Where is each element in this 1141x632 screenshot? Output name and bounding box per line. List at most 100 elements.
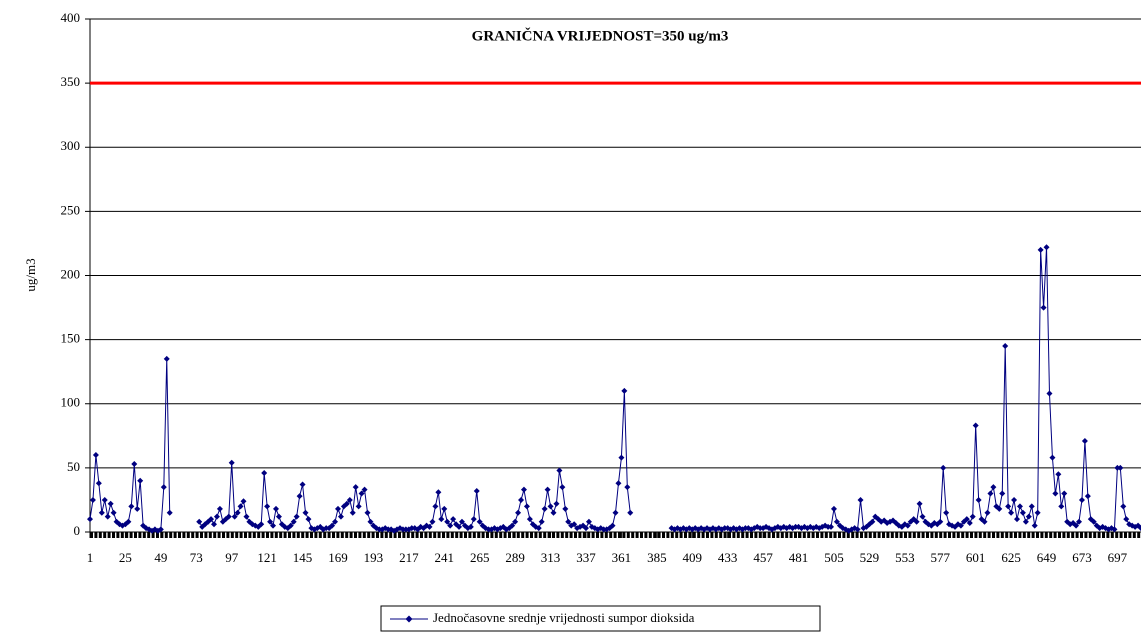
point-marker bbox=[264, 503, 271, 510]
point-marker bbox=[1123, 516, 1130, 523]
point-marker bbox=[473, 487, 480, 494]
point-marker bbox=[240, 498, 247, 505]
point-marker bbox=[984, 509, 991, 516]
point-marker bbox=[228, 459, 235, 466]
point-marker bbox=[361, 486, 368, 493]
x-tick-label: 385 bbox=[647, 550, 667, 565]
point-marker bbox=[275, 513, 282, 520]
point-marker bbox=[137, 477, 144, 484]
point-marker bbox=[213, 513, 220, 520]
point-marker bbox=[963, 516, 970, 523]
point-marker bbox=[1081, 437, 1088, 444]
point-marker bbox=[157, 526, 164, 533]
point-marker bbox=[1138, 525, 1141, 532]
point-marker bbox=[1005, 503, 1012, 510]
x-tick-label: 25 bbox=[119, 550, 132, 565]
point-marker bbox=[432, 503, 439, 510]
point-marker bbox=[987, 490, 994, 497]
point-marker bbox=[98, 509, 105, 516]
point-marker bbox=[467, 523, 474, 530]
point-marker bbox=[441, 505, 448, 512]
point-marker bbox=[1055, 471, 1062, 478]
point-marker bbox=[1040, 304, 1047, 311]
point-marker bbox=[166, 509, 173, 516]
point-marker bbox=[523, 503, 530, 510]
point-marker bbox=[1111, 526, 1118, 533]
point-marker bbox=[258, 521, 265, 528]
point-marker bbox=[571, 521, 578, 528]
point-marker bbox=[287, 522, 294, 529]
point-marker bbox=[208, 516, 215, 523]
point-marker bbox=[957, 522, 964, 529]
x-tick-label: 553 bbox=[895, 550, 915, 565]
point-marker bbox=[981, 518, 988, 525]
point-marker bbox=[349, 509, 356, 516]
point-marker bbox=[1052, 490, 1059, 497]
y-tick-label: 400 bbox=[61, 10, 81, 25]
point-marker bbox=[438, 516, 445, 523]
point-marker bbox=[332, 518, 339, 525]
point-marker bbox=[267, 518, 274, 525]
point-marker bbox=[95, 480, 102, 487]
point-marker bbox=[857, 496, 864, 503]
point-marker bbox=[352, 484, 359, 491]
point-marker bbox=[1031, 522, 1038, 529]
point-marker bbox=[299, 481, 306, 488]
point-marker bbox=[101, 496, 108, 503]
y-tick-label: 0 bbox=[74, 523, 81, 538]
point-marker bbox=[609, 522, 616, 529]
point-marker bbox=[535, 525, 542, 532]
point-marker bbox=[334, 505, 341, 512]
point-marker bbox=[538, 518, 545, 525]
point-marker bbox=[243, 513, 250, 520]
x-tick-label: 241 bbox=[435, 550, 455, 565]
point-marker bbox=[830, 505, 837, 512]
point-marker bbox=[828, 523, 835, 530]
point-marker bbox=[290, 518, 297, 525]
point-marker bbox=[447, 522, 454, 529]
x-tick-label: 649 bbox=[1037, 550, 1057, 565]
point-marker bbox=[89, 496, 96, 503]
point-marker bbox=[553, 500, 560, 507]
point-marker bbox=[302, 509, 309, 516]
point-marker bbox=[1025, 513, 1032, 520]
point-marker bbox=[1002, 343, 1009, 350]
point-marker bbox=[346, 496, 353, 503]
point-marker bbox=[940, 464, 947, 471]
point-marker bbox=[1011, 496, 1018, 503]
x-tick-label: 49 bbox=[154, 550, 167, 565]
point-marker bbox=[585, 518, 592, 525]
point-marker bbox=[131, 461, 138, 468]
point-marker bbox=[196, 518, 203, 525]
point-marker bbox=[1016, 503, 1023, 510]
y-tick-label: 100 bbox=[61, 395, 81, 410]
point-marker bbox=[128, 503, 135, 510]
point-marker bbox=[367, 518, 374, 525]
point-marker bbox=[565, 518, 572, 525]
y-tick-label: 300 bbox=[61, 138, 81, 153]
point-marker bbox=[515, 509, 522, 516]
point-marker bbox=[996, 505, 1003, 512]
point-marker bbox=[450, 516, 457, 523]
y-tick-label: 250 bbox=[61, 202, 81, 217]
point-marker bbox=[134, 505, 141, 512]
point-marker bbox=[624, 484, 631, 491]
point-marker bbox=[296, 493, 303, 500]
x-tick-label: 577 bbox=[930, 550, 950, 565]
point-marker bbox=[550, 509, 557, 516]
x-tick-label: 121 bbox=[257, 550, 277, 565]
y-tick-label: 50 bbox=[67, 459, 80, 474]
point-marker bbox=[110, 509, 117, 516]
x-tick-label: 193 bbox=[364, 550, 384, 565]
point-marker bbox=[556, 467, 563, 474]
point-marker bbox=[92, 452, 99, 459]
point-marker bbox=[231, 513, 238, 520]
point-marker bbox=[470, 516, 477, 523]
point-marker bbox=[426, 523, 433, 530]
x-tick-label: 433 bbox=[718, 550, 738, 565]
point-marker bbox=[854, 526, 861, 533]
point-marker bbox=[966, 520, 973, 527]
point-marker bbox=[943, 509, 950, 516]
point-marker bbox=[1090, 518, 1097, 525]
